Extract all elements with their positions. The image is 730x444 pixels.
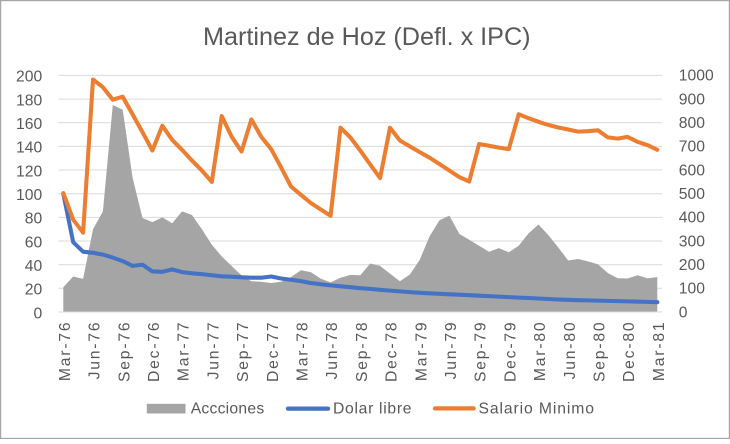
svg-text:Mar-76: Mar-76 [57,321,74,382]
svg-text:Dec-79: Dec-79 [502,321,519,382]
svg-text:Mar-80: Mar-80 [532,321,549,382]
svg-text:Mar-81: Mar-81 [651,321,668,382]
svg-text:600: 600 [679,162,705,179]
svg-text:Jun-80: Jun-80 [562,321,579,380]
svg-text:200: 200 [679,257,705,274]
svg-text:Sep-77: Sep-77 [235,321,252,382]
svg-text:140: 140 [16,140,42,157]
svg-text:200: 200 [16,69,42,86]
svg-text:Mar-77: Mar-77 [176,321,193,382]
svg-text:1000: 1000 [679,68,714,85]
svg-text:Dec-78: Dec-78 [384,321,401,382]
svg-text:Sep-80: Sep-80 [592,321,609,382]
svg-text:Dolar libre: Dolar libre [333,401,412,418]
svg-text:Jun-79: Jun-79 [443,321,460,380]
svg-text:0: 0 [33,305,42,322]
svg-text:Sep-78: Sep-78 [354,321,371,382]
svg-text:Jun-76: Jun-76 [87,321,104,380]
svg-text:Salario Minimo: Salario Minimo [479,401,595,418]
svg-text:Accciones: Accciones [191,401,265,418]
svg-text:Dec-80: Dec-80 [621,321,638,382]
svg-text:800: 800 [679,115,705,132]
svg-text:Jun-77: Jun-77 [205,321,222,380]
svg-text:Mar-78: Mar-78 [295,321,312,382]
svg-text:40: 40 [25,258,43,275]
svg-text:120: 120 [16,163,42,180]
svg-text:Dec-77: Dec-77 [265,321,282,382]
svg-text:500: 500 [679,186,705,203]
svg-text:400: 400 [679,210,705,227]
svg-text:Sep-76: Sep-76 [116,321,133,382]
svg-text:100: 100 [679,281,705,298]
svg-text:0: 0 [679,304,688,321]
svg-text:100: 100 [16,187,42,204]
svg-text:Sep-79: Sep-79 [473,321,490,382]
svg-text:Martinez de Hoz (Defl. x IPC): Martinez de Hoz (Defl. x IPC) [203,23,531,51]
svg-text:80: 80 [25,211,43,228]
svg-text:700: 700 [679,139,705,156]
svg-text:Mar-79: Mar-79 [413,321,430,382]
svg-text:900: 900 [679,91,705,108]
svg-text:160: 160 [16,116,42,133]
svg-text:180: 180 [16,92,42,109]
svg-text:Jun-78: Jun-78 [324,321,341,380]
svg-text:300: 300 [679,233,705,250]
svg-text:Dec-76: Dec-76 [146,321,163,382]
svg-text:20: 20 [25,282,43,299]
svg-text:60: 60 [25,234,43,251]
